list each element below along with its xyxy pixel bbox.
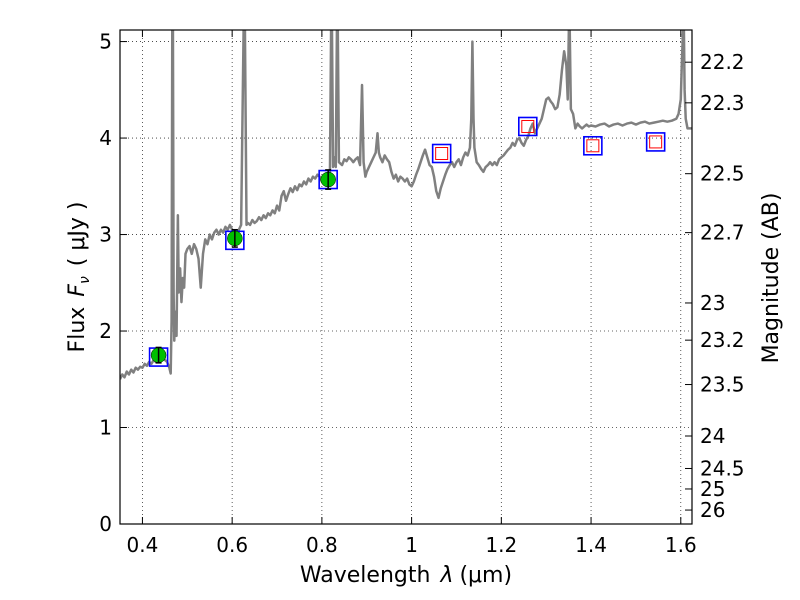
x-axis-label-prefix: Wavelength	[300, 563, 431, 588]
axis-ticks: 0.4 0.6 0.8 1 1.2 1.4 1.601234522.222.322.522.…	[99, 30, 744, 557]
y-tick-label: 5	[99, 30, 112, 54]
photometry-series	[148, 116, 666, 367]
mag-tick-label: 22.3	[700, 91, 745, 115]
y-tick-label: 2	[99, 319, 112, 343]
mag-tick-label: 24	[700, 424, 725, 448]
spectrum-line	[120, 30, 692, 380]
mag-tick-label: 23.2	[700, 328, 745, 352]
x-tick-label: 0.6	[216, 533, 248, 557]
y-axis-label: Flux Fν ( μJy )	[65, 202, 93, 353]
model-photometry-square	[645, 132, 666, 152]
grid-lines	[120, 30, 692, 525]
mag-tick-label: 24.5	[700, 456, 745, 480]
y-tick-label: 0	[99, 512, 112, 536]
mag-tick-label: 23	[700, 291, 725, 315]
mag-tick-label: 26	[700, 498, 725, 522]
x-tick-label: 0.4	[127, 533, 159, 557]
mag-tick-label: 22.5	[700, 162, 745, 186]
nir-photometry-square	[586, 139, 600, 153]
y2-axis-label: Magnitude (AB)	[759, 193, 784, 364]
y-axis-label-var: F	[65, 284, 90, 297]
x-axis-label-var: λ	[439, 563, 453, 588]
x-tick-label: 1.6	[665, 533, 697, 557]
model-photometry-square	[583, 135, 603, 156]
y-axis-label-prefix: Flux	[65, 307, 90, 353]
nir-photometry-square	[521, 119, 535, 133]
nir-photometry-square	[435, 147, 449, 160]
x-axis-label-unit: (μm)	[459, 563, 512, 588]
x-tick-label: 0.8	[306, 533, 338, 557]
y-axis-label-unit: ( μJy )	[65, 202, 90, 267]
nir-photometry-square	[649, 135, 663, 149]
mag-tick-label: 25	[700, 477, 725, 501]
y-tick-label: 3	[99, 223, 112, 247]
x-tick-label: 1.4	[575, 533, 607, 557]
model-photometry-square	[518, 116, 538, 137]
y-tick-label: 4	[99, 126, 112, 150]
spectrum-series	[120, 30, 692, 380]
mag-tick-label: 22.2	[700, 50, 745, 74]
y-tick-label: 1	[99, 416, 112, 440]
y-axis-label-sub: ν	[77, 276, 93, 284]
x-axis-label: Wavelength λ (μm)	[300, 563, 512, 588]
model-photometry-square	[431, 143, 452, 164]
x-tick-label: 1	[405, 533, 418, 557]
mag-tick-label: 23.5	[700, 373, 745, 397]
x-tick-label: 1.2	[485, 533, 517, 557]
mag-tick-label: 22.7	[700, 221, 745, 245]
plot-frame	[119, 29, 693, 525]
